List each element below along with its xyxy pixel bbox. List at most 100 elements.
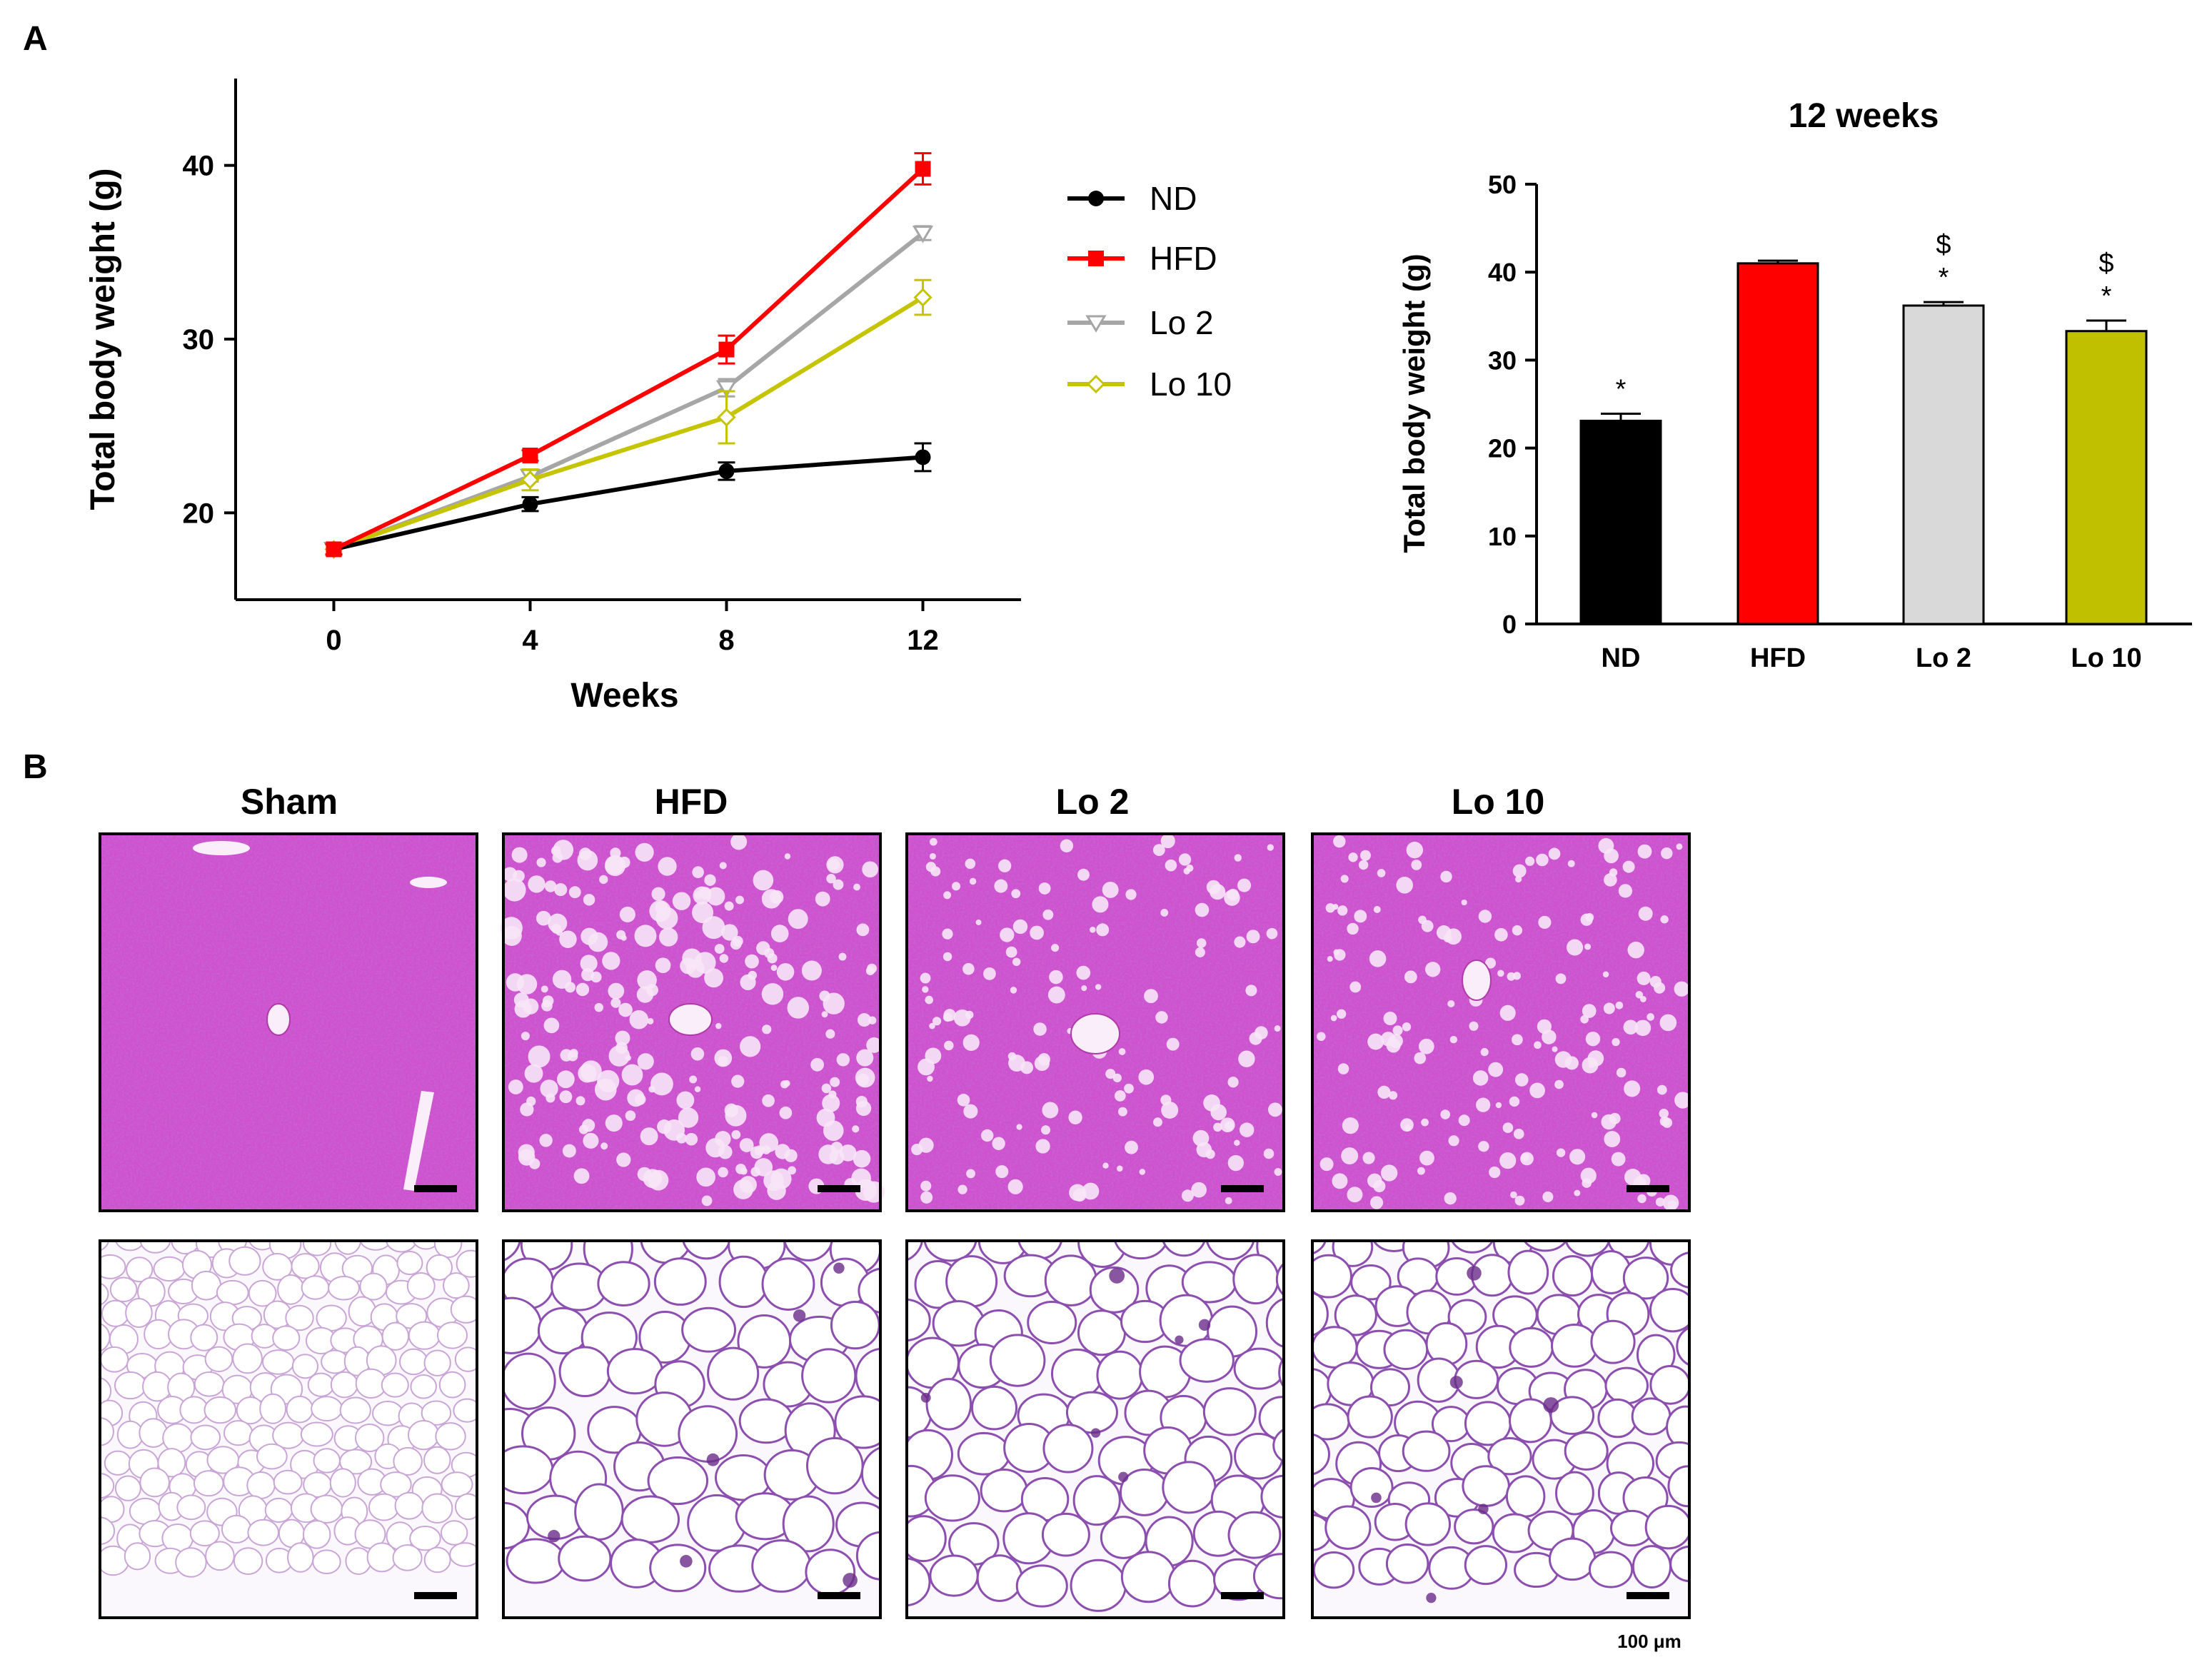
lipid-droplet xyxy=(1011,889,1021,899)
adipocyte xyxy=(1464,1545,1508,1586)
adipocyte xyxy=(221,1514,252,1543)
adipose-micrograph-hfd xyxy=(502,1239,882,1619)
lipid-droplet xyxy=(524,1064,543,1083)
lipid-droplet xyxy=(1227,1154,1245,1172)
lipid-droplet xyxy=(1638,906,1653,921)
lipid-droplet xyxy=(750,1167,761,1177)
lipid-droplet xyxy=(1661,1117,1673,1128)
adipocyte xyxy=(354,1423,385,1453)
legend-label-nd: ND xyxy=(1150,180,1197,217)
adipocyte xyxy=(139,1467,170,1498)
lipid-droplet xyxy=(1317,1032,1326,1042)
lipid-droplet xyxy=(1637,971,1651,986)
adipocyte xyxy=(406,1271,436,1300)
lipid-droplet xyxy=(942,952,952,962)
lipid-droplet xyxy=(801,960,822,981)
adipocyte xyxy=(1590,1319,1636,1364)
lipid-droplet xyxy=(1340,875,1349,883)
lipid-droplet xyxy=(1615,1001,1624,1009)
lipid-droplet xyxy=(575,1096,585,1106)
adipocyte xyxy=(345,1547,372,1575)
lipid-droplet xyxy=(715,1022,722,1029)
lipid-droplet xyxy=(1274,1168,1282,1176)
lipid-droplet xyxy=(1076,965,1091,980)
micro-col-label-lo2: Lo 2 xyxy=(1056,782,1130,822)
lipid-droplet xyxy=(1567,860,1575,867)
stromal-cluster xyxy=(1371,1492,1382,1504)
lipid-droplet xyxy=(1042,909,1054,920)
adipocyte xyxy=(441,1471,473,1498)
adipocyte xyxy=(1632,1545,1671,1588)
adipocyte xyxy=(454,1346,477,1372)
adipocyte xyxy=(907,1557,931,1607)
adipocyte xyxy=(100,1377,112,1406)
lipid-droplet xyxy=(1489,1166,1501,1179)
lipid-droplet xyxy=(1659,1108,1669,1119)
adipocyte xyxy=(1404,1502,1452,1546)
lipid-droplet xyxy=(559,1090,573,1104)
adipocyte xyxy=(558,1535,612,1582)
lipid-droplet xyxy=(1319,1157,1334,1172)
lipid-droplet xyxy=(1411,860,1422,870)
lipid-droplet xyxy=(635,842,654,862)
line-x-tick-label: 4 xyxy=(522,625,538,656)
line-y-tick-label: 20 xyxy=(183,498,215,529)
lipid-droplet xyxy=(1542,1191,1554,1202)
micrograph-frame xyxy=(99,832,478,1212)
lipid-droplet xyxy=(1369,950,1387,967)
lipid-droplet xyxy=(975,919,982,925)
adipocyte xyxy=(1089,1266,1140,1314)
lipid-droplet xyxy=(608,982,625,999)
lipid-droplet xyxy=(925,862,937,872)
lipid-droplet xyxy=(1337,1063,1349,1074)
adipocyte xyxy=(1676,1326,1689,1366)
bar-y-tick-label: 20 xyxy=(1488,434,1517,463)
significance-marker-lo2: * xyxy=(1939,263,1949,293)
adipocyte xyxy=(440,1520,468,1546)
adipocyte xyxy=(806,1436,864,1495)
adipocyte xyxy=(1042,1424,1094,1474)
lipid-droplet xyxy=(555,929,563,936)
lipid-droplet xyxy=(704,874,716,886)
lipid-droplet xyxy=(1476,1097,1491,1112)
adipocyte xyxy=(1233,1347,1284,1390)
bar-chart-title: 12 weeks xyxy=(1789,97,1939,135)
lipid-droplet xyxy=(1165,859,1177,872)
lipid-droplet xyxy=(528,875,546,893)
lipid-droplet xyxy=(828,858,840,871)
adipocyte xyxy=(855,1531,880,1581)
liver-micrograph-lo10 xyxy=(1311,832,1691,1212)
adipocyte xyxy=(1462,1465,1510,1507)
lipid-droplet xyxy=(1458,1114,1470,1127)
lipid-droplet xyxy=(920,1180,932,1192)
lipid-droplet xyxy=(862,861,878,878)
lipid-droplet xyxy=(1072,1188,1087,1202)
lipid-droplet xyxy=(548,913,568,933)
lipid-droplet xyxy=(1512,972,1521,980)
adipocyte xyxy=(1564,1241,1610,1257)
adipocyte xyxy=(223,1420,253,1446)
adipocyte xyxy=(399,1348,428,1376)
lipid-droplet xyxy=(1618,884,1633,898)
adipocyte xyxy=(1666,1405,1689,1449)
lipid-droplet xyxy=(1480,1048,1489,1057)
lipid-droplet xyxy=(1092,896,1109,913)
lipid-droplet xyxy=(770,890,784,905)
adipocyte xyxy=(125,1297,153,1329)
adipocyte xyxy=(329,1468,356,1498)
adipocyte xyxy=(256,1443,288,1470)
adipocyte xyxy=(1077,1309,1126,1356)
bar-bars-group: ND*HFD Lo 2*$Lo 10*$ xyxy=(1579,230,2148,673)
adipocyte xyxy=(100,1282,109,1306)
lipid-droplet xyxy=(536,857,546,867)
adipocyte xyxy=(1425,1321,1468,1366)
stromal-cluster xyxy=(1478,1504,1489,1514)
lipid-droplet xyxy=(1419,1038,1434,1054)
adipocyte xyxy=(1044,1254,1097,1306)
adipocyte xyxy=(100,1472,115,1499)
lipid-droplet xyxy=(578,1064,597,1083)
adipocyte xyxy=(339,1449,373,1475)
adipocyte xyxy=(805,1548,856,1596)
lipid-droplet xyxy=(676,1091,695,1109)
adipocyte xyxy=(1227,1511,1282,1559)
